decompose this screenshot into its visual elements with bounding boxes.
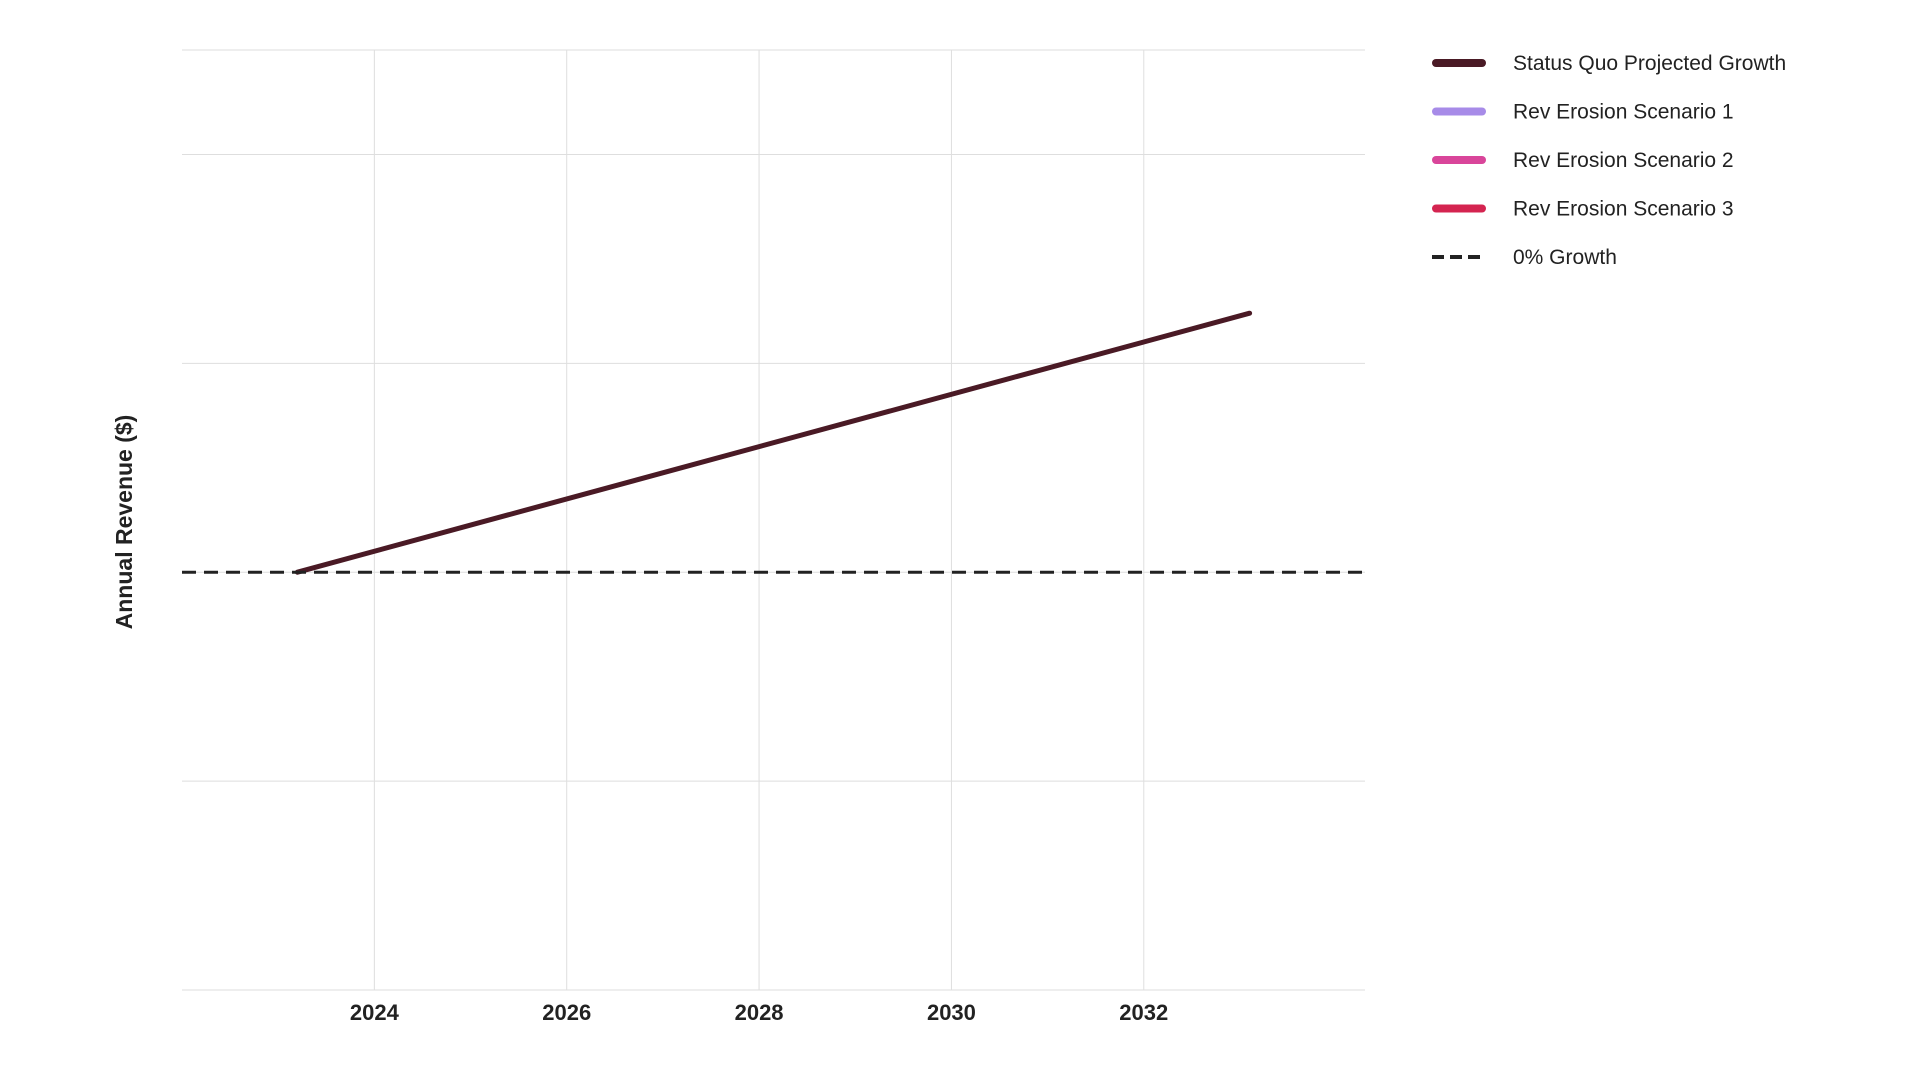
x-axis-ticks: 2024 2026 2028 2030 2032 <box>350 1000 1168 1025</box>
legend-item[interactable]: Status Quo Projected Growth <box>1432 52 1786 75</box>
legend[interactable]: Status Quo Projected Growth Rev Erosion S… <box>1432 52 1786 269</box>
series-lines <box>182 310 1365 575</box>
legend-label: Rev Erosion Scenario 2 <box>1513 149 1734 172</box>
legend-label: 0% Growth <box>1513 246 1617 269</box>
legend-item[interactable]: Rev Erosion Scenario 1 <box>1432 101 1734 124</box>
legend-label: Status Quo Projected Growth <box>1513 52 1786 75</box>
x-tick-label: 2028 <box>735 1000 784 1025</box>
x-tick-label: 2024 <box>350 1000 400 1025</box>
series-line-0 <box>294 310 1253 575</box>
x-tick-label: 2032 <box>1119 1000 1168 1025</box>
legend-label: Rev Erosion Scenario 1 <box>1513 101 1734 124</box>
x-tick-label: 2030 <box>927 1000 976 1025</box>
y-axis-title: Annual Revenue ($) <box>111 415 137 630</box>
legend-item[interactable]: 0% Growth <box>1432 246 1617 269</box>
grid <box>182 49 1365 991</box>
legend-item[interactable]: Rev Erosion Scenario 2 <box>1432 149 1734 172</box>
legend-label: Rev Erosion Scenario 3 <box>1513 198 1734 221</box>
x-tick-label: 2026 <box>542 1000 591 1025</box>
legend-item[interactable]: Rev Erosion Scenario 3 <box>1432 198 1734 221</box>
